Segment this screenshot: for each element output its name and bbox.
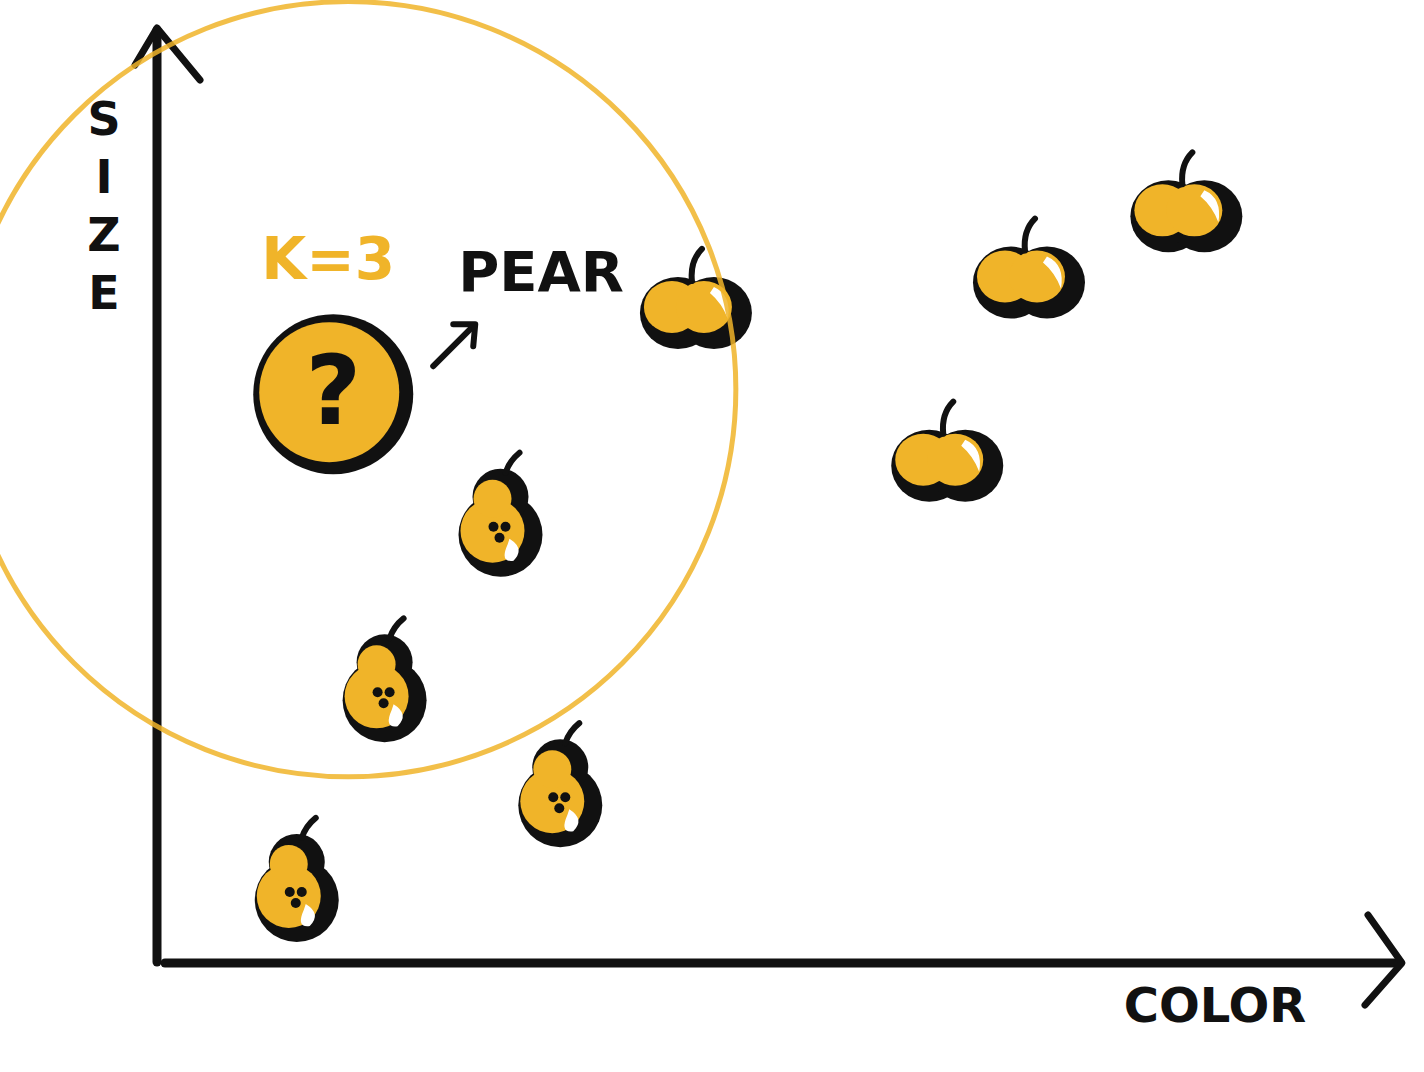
pear-point	[518, 723, 602, 847]
x-axis-label: COLOR	[1124, 977, 1307, 1033]
k-label: K=3	[261, 225, 395, 293]
plot-area	[255, 152, 1243, 942]
pear-point	[255, 818, 339, 942]
apple-point	[891, 402, 1003, 502]
apple-point	[973, 219, 1085, 319]
pear-point	[459, 453, 543, 577]
chart-root: COLOR SIZE? K=3 PEAR	[0, 0, 1424, 1072]
x-axis-arrow	[1365, 915, 1402, 1005]
apple-point	[1130, 152, 1242, 252]
prediction-label: PEAR	[458, 239, 624, 304]
pear-point	[343, 618, 427, 742]
query-point: ?	[253, 314, 413, 474]
y-axis-label: SIZE	[87, 92, 120, 320]
chart: COLOR SIZE? K=3 PEAR	[0, 0, 1424, 1072]
y-axis	[153, 30, 162, 962]
x-axis	[165, 959, 1400, 968]
prediction-arrowhead	[453, 324, 475, 346]
k-neighbourhood	[0, 2, 736, 777]
prediction-arrow	[433, 326, 473, 366]
query-label: ?	[305, 335, 361, 447]
apple-point	[640, 249, 752, 349]
